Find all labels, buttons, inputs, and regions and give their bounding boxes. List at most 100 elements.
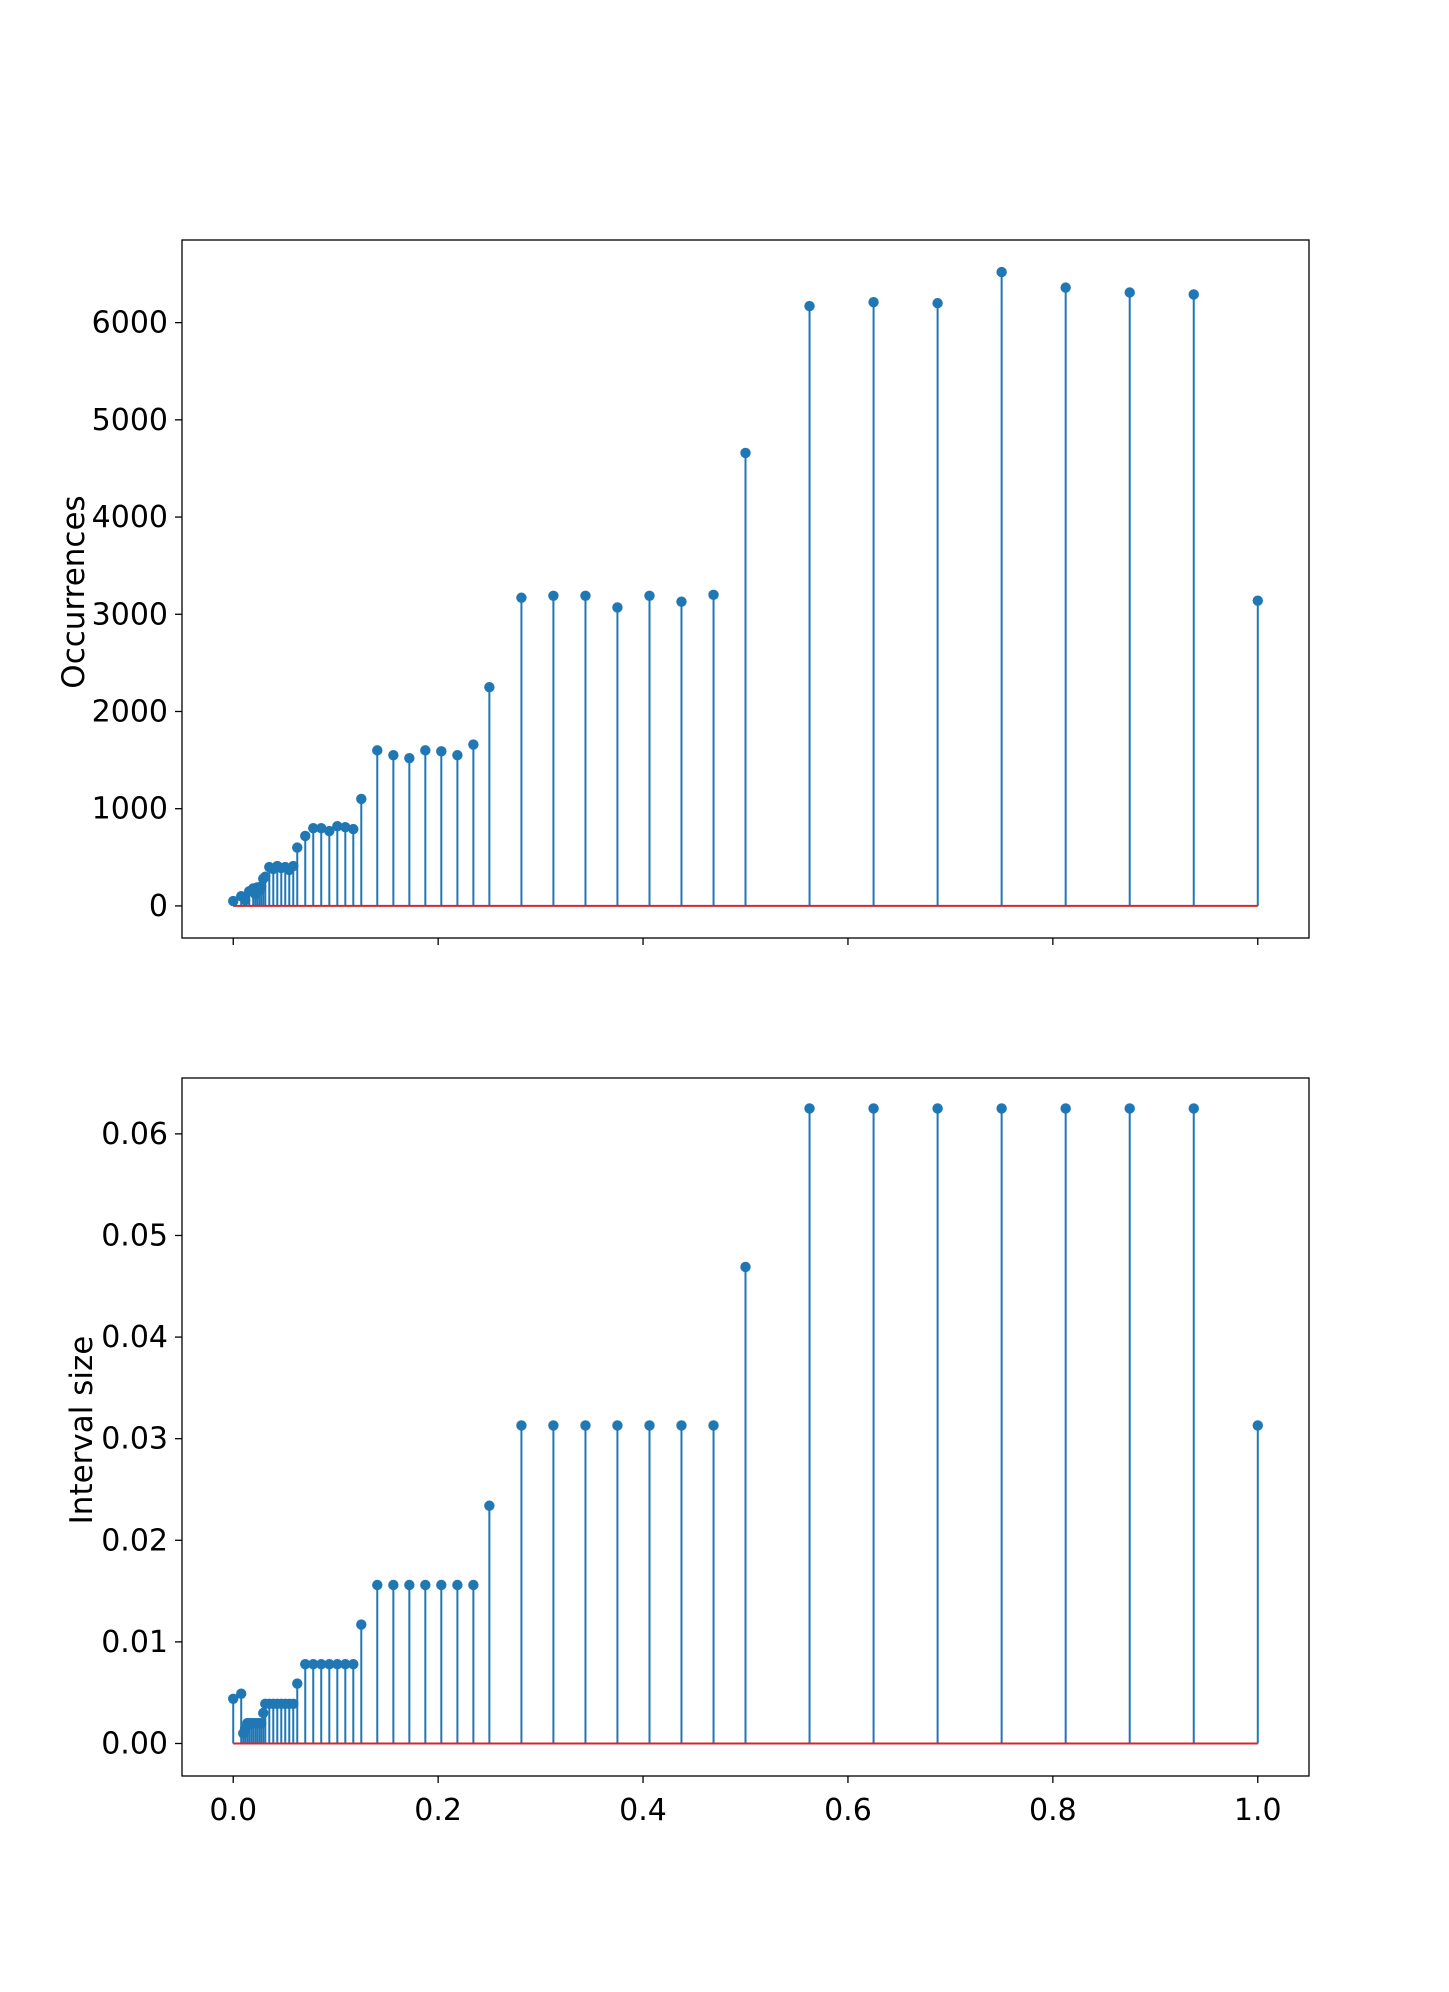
interval-size-marker: [644, 1420, 655, 1431]
interval-size-marker: [932, 1103, 943, 1114]
interval-size-axes-frame: [181, 1077, 1310, 1777]
interval-size-marker: [228, 1693, 239, 1704]
occurrences-ytick-label: 0: [149, 889, 168, 924]
occurrences-marker: [300, 830, 311, 842]
interval-size-markers: [228, 1103, 1263, 1739]
interval-size-marker: [348, 1659, 359, 1670]
occurrences-ytick-label: 4000: [92, 500, 168, 535]
occurrences-marker: [580, 590, 591, 602]
occurrences-ytick-label: 1000: [92, 792, 168, 827]
occurrences-marker: [1252, 595, 1263, 606]
occurrences-marker: [436, 746, 447, 757]
interval-size-marker: [316, 1659, 327, 1670]
occurrences-marker: [676, 596, 687, 607]
interval-size-xtick-label: 0.6: [824, 1793, 872, 1828]
interval-size-ytick-label: 0.01: [101, 1625, 168, 1660]
interval-size-marker: [1188, 1103, 1199, 1114]
occurrences-marker: [388, 750, 399, 761]
occurrences-marker: [1060, 282, 1071, 293]
occurrences-marker: [516, 592, 527, 603]
interval-size-marker: [258, 1707, 269, 1719]
occurrences-marker: [484, 681, 495, 693]
interval-size-marker: [308, 1659, 319, 1670]
interval-size-marker: [1060, 1103, 1071, 1114]
occurrences-marker: [740, 447, 751, 459]
occurrences-marker: [996, 266, 1007, 278]
interval-size-marker: [516, 1420, 527, 1431]
interval-size-marker: [388, 1579, 399, 1591]
occurrences-marker: [372, 745, 383, 756]
interval-size-marker: [356, 1619, 367, 1630]
interval-size-marker: [292, 1678, 303, 1689]
occurrences-marker: [612, 602, 623, 613]
interval-size-xtick-label: 0.2: [414, 1793, 462, 1828]
interval-size-ytick-label: 0.00: [101, 1726, 168, 1761]
interval-size-marker: [1252, 1420, 1263, 1431]
interval-size-marker: [288, 1698, 299, 1710]
interval-size-marker: [740, 1261, 751, 1273]
interval-size-marker: [708, 1420, 719, 1431]
occurrences-marker: [804, 300, 815, 312]
occurrences-stems: [232, 272, 1259, 906]
interval-size-marker: [436, 1579, 447, 1591]
interval-size-marker: [300, 1659, 311, 1670]
occurrences-marker: [708, 589, 719, 601]
occurrences-marker: [316, 822, 327, 834]
interval-size-marker: [452, 1579, 463, 1591]
interval-size-xtick-label: 0.4: [619, 1793, 667, 1828]
occurrences-marker: [356, 793, 367, 805]
occurrences-marker: [452, 750, 463, 761]
interval-size-marker: [340, 1659, 351, 1670]
occurrences-marker: [255, 881, 267, 892]
interval-size-marker: [324, 1659, 335, 1670]
interval-size-marker: [420, 1579, 431, 1591]
occurrences-marker: [240, 894, 251, 906]
occurrences-ytick-label: 2000: [92, 694, 168, 729]
interval-size-ytick-label: 0.02: [101, 1523, 168, 1558]
occurrences-x-axis: [232, 938, 1259, 945]
interval-size-marker: [404, 1579, 415, 1591]
interval-size-marker: [996, 1103, 1007, 1114]
interval-size-ytick-label: 0.06: [101, 1117, 168, 1152]
interval-size-marker: [332, 1659, 343, 1670]
interval-size-x-axis: 0.0 0.2 0.4 0.6 0.8 1.0: [209, 1776, 1282, 1828]
interval-size-marker: [1124, 1103, 1135, 1114]
occurrences-marker: [228, 895, 239, 907]
interval-size-marker: [676, 1420, 687, 1431]
occurrences-marker: [404, 752, 415, 764]
occurrences-marker: [644, 590, 655, 602]
occurrences-marker: [332, 821, 343, 832]
occurrences-axes-frame: [181, 239, 1310, 939]
occurrences-marker: [288, 860, 299, 872]
occurrences-marker: [324, 825, 335, 837]
interval-size-y-axis: 0.00 0.01 0.02 0.03 0.04 0.05 0.06: [101, 1117, 182, 1761]
interval-size-marker: [255, 1717, 267, 1729]
occurrences-marker: [420, 745, 431, 756]
interval-size-ytick-label: 0.05: [101, 1218, 168, 1253]
interval-size-xtick-label: 0.8: [1029, 1793, 1077, 1828]
occurrences-ytick-label: 6000: [92, 306, 168, 341]
occurrences-y-axis: 0 1000 2000 3000 4000 5000 6000: [92, 306, 182, 924]
occurrences-marker: [292, 842, 303, 853]
occurrences-markers: [228, 266, 1263, 907]
interval-size-marker: [468, 1579, 479, 1591]
occurrences-marker: [340, 821, 351, 833]
interval-size-xtick-label: 0.0: [209, 1793, 257, 1828]
interval-size-marker: [804, 1103, 815, 1114]
occurrences-marker: [868, 297, 879, 308]
occurrences-marker: [308, 822, 319, 834]
occurrences-y-axis-label: Occurrences: [56, 495, 92, 688]
interval-size-panel: 0.000.010.020.030.040.050.06 0.0 0.2 0.4 0.…: [64, 1077, 1310, 1828]
interval-size-marker: [236, 1688, 247, 1699]
occurrences-marker: [1124, 287, 1135, 298]
occurrences-marker: [260, 871, 271, 882]
interval-size-ytick-label: 0.03: [101, 1422, 168, 1457]
interval-size-xtick-label: 1.0: [1234, 1793, 1282, 1828]
occurrences-marker: [548, 590, 559, 602]
occurrences-marker: [1188, 289, 1199, 300]
occurrences-ytick-label: 5000: [92, 403, 168, 438]
interval-size-marker: [868, 1103, 879, 1114]
occurrences-ytick-label: 3000: [92, 597, 168, 632]
interval-size-ytick-label: 0.04: [101, 1320, 168, 1355]
